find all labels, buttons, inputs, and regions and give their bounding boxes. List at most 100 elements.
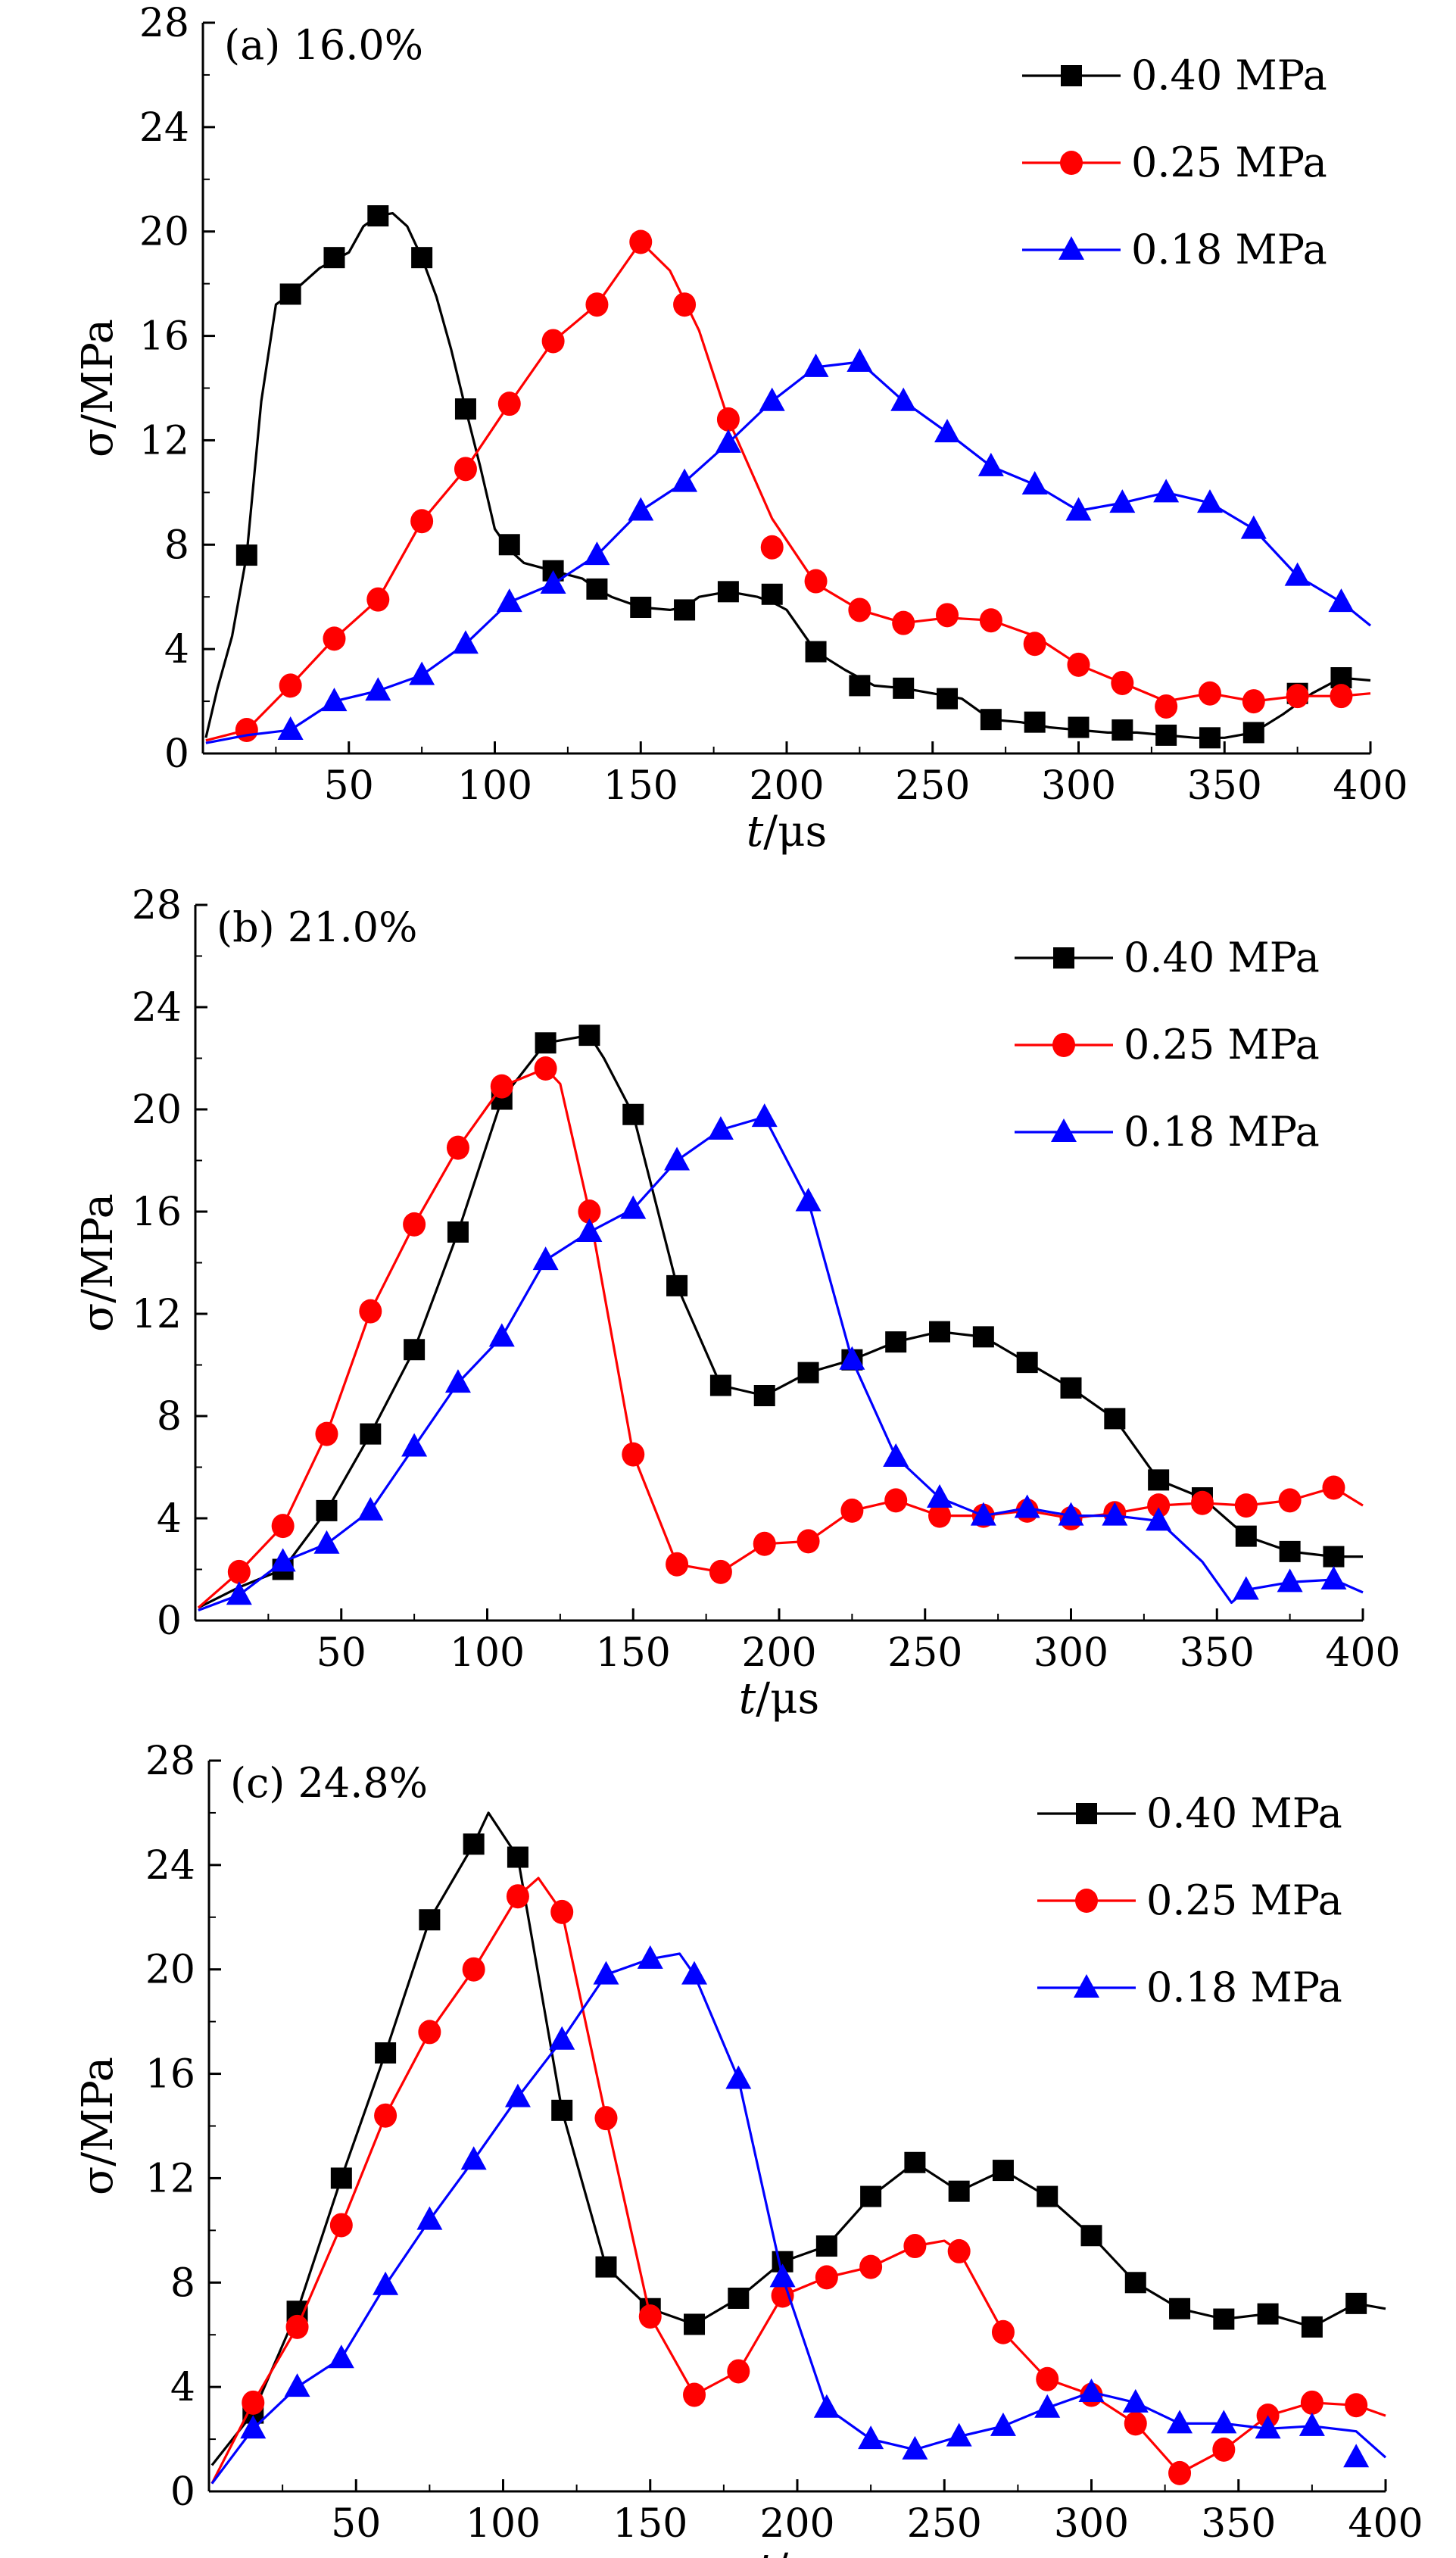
x-axis-title: t/μs [739,1674,820,1724]
data-point-square [578,1025,600,1047]
series-line [205,240,1371,742]
panel-label: (b) 21.0% [217,903,417,951]
x-axis-title-variable: t [739,1674,756,1724]
chart-panel-b: 0 4 8 12 16 20 24 28 50 100 150 200 250 300 350 400 t/μs… [73,883,1401,1724]
legend-label: 0.40 MPa [1146,1789,1342,1837]
data-point-circle [753,1531,776,1556]
data-point-circle [771,2283,794,2308]
x-tick-label: 200 [741,1630,816,1676]
data-point-circle [1155,694,1178,719]
data-point-circle [797,1529,820,1554]
data-point-triangle [328,2344,354,2369]
data-point-circle [285,2314,309,2339]
data-point-triangle [1299,2412,1325,2436]
data-point-square [367,205,389,227]
data-point-triangle [373,2271,399,2295]
data-point-square [1257,2303,1279,2325]
legend-marker-circle [1060,151,1083,175]
y-tick-label: 0 [170,2469,195,2515]
data-point-square [728,2287,750,2309]
y-axis-title: σ/MPa [73,1193,123,1332]
data-point-circle [683,2382,706,2407]
data-point-triangle [1102,1502,1128,1526]
y-tick-label: 20 [145,1948,195,1993]
data-point-circle [884,1488,908,1513]
data-point-square [1024,711,1046,733]
data-point-triangle [1146,1507,1172,1531]
data-point-circle [928,1503,952,1528]
data-point-square [498,534,520,556]
data-point-triangle [540,569,566,594]
data-point-triangle [321,688,348,712]
data-point-circle [815,2265,838,2290]
data-point-triangle [416,2206,443,2230]
data-point-triangle [365,677,391,701]
series-2 [210,1945,1387,2485]
data-point-triangle [715,429,741,453]
data-point-circle [497,391,521,416]
x-tick-label: 300 [1034,1630,1108,1676]
data-point-circle [1190,1490,1214,1515]
data-point-square [1037,2185,1058,2207]
data-point-circle [716,407,740,432]
y-tick-label: 20 [139,210,189,255]
data-point-square [360,1423,382,1445]
data-point-square [1213,2308,1235,2330]
data-point-circle [1300,2390,1323,2415]
data-point-triangle [1153,479,1180,503]
x-tick-label: 250 [887,1630,962,1676]
data-point-square [761,583,783,605]
data-point-circle [490,1074,513,1099]
data-point-square [1169,2298,1191,2319]
data-point-triangle [1343,2444,1370,2468]
data-point-square [1060,1377,1082,1399]
data-point-circle [374,2103,398,2128]
data-point-triangle [549,2026,575,2050]
data-point-circle [594,2106,618,2131]
data-point-square [586,578,608,600]
data-point-circle [840,1498,864,1523]
data-point-square [1235,1525,1257,1547]
data-point-triangle [1320,1566,1347,1589]
data-point-triangle [1277,1568,1303,1593]
data-point-triangle [1167,2410,1193,2434]
data-point-triangle [226,1581,252,1605]
legend-marker-triangle [1074,1974,1099,1998]
data-point-circle [1330,684,1353,709]
data-point-circle [673,292,697,317]
data-point-circle [760,535,784,560]
data-point-circle [1067,652,1090,677]
data-point-square [797,1362,819,1384]
data-point-square [1279,1540,1301,1562]
data-point-triangle [1211,2410,1237,2434]
data-point-circle [403,1212,426,1237]
data-point-square [323,247,345,269]
y-tick-label: 24 [145,1843,195,1889]
data-point-square [630,597,652,618]
y-tick-label: 12 [145,2156,195,2201]
series-line [204,212,1371,739]
data-point-circle [638,2304,662,2329]
data-point-triangle [1078,2379,1105,2403]
data-point-triangle [277,716,304,740]
data-point-triangle [444,1369,471,1393]
series-1 [205,229,1371,742]
x-axis-title: t/μs [747,807,828,856]
data-point-triangle [1196,489,1223,513]
data-point-square [666,1274,688,1296]
data-point-triangle [1058,1502,1084,1526]
y-tick-label: 8 [164,523,189,568]
data-point-triangle [1034,2394,1061,2418]
data-point-triangle [488,1323,515,1347]
data-point-triangle [725,2065,752,2089]
data-point-square [1345,2292,1367,2314]
data-point-circle [585,292,609,317]
legend-marker-square [1053,947,1074,969]
data-point-square [1080,2225,1102,2247]
data-point-circle [629,229,653,254]
data-point-circle [859,2254,883,2279]
data-point-square [1068,716,1090,738]
data-point-triangle [1233,1576,1259,1600]
data-point-square [904,2151,926,2173]
data-point-square [447,1221,469,1243]
